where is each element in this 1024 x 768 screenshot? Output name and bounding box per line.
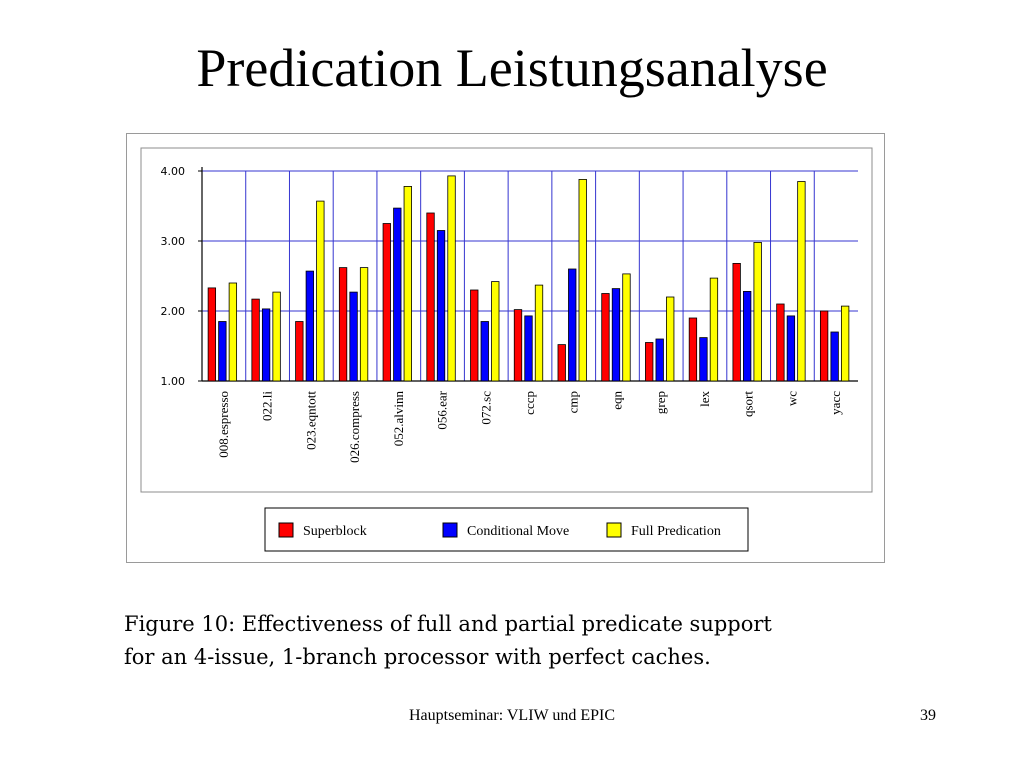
bar-conditional-move: [218, 321, 227, 382]
legend-box: [264, 507, 749, 552]
slide-title: Predication Leistungsanalyse: [196, 38, 828, 98]
figure-frame: 1.00 2.00 3.00 4.00 008.espresso 022.li 023.eq…: [126, 133, 885, 563]
x-tick-label: 052.alvinn: [391, 391, 406, 447]
bar-superblock: [470, 289, 479, 382]
x-tick-label: 008.espresso: [216, 391, 231, 458]
bar-superblock: [207, 287, 217, 382]
bar-superblock: [645, 342, 654, 382]
bar-full-predication: [622, 273, 631, 382]
bar-conditional-move: [830, 331, 839, 382]
bar-full-predication: [403, 186, 412, 382]
legend-label: Superblock: [303, 524, 367, 539]
legend-swatch: [442, 522, 458, 538]
bar-superblock: [557, 344, 566, 382]
y-tick-label: 3.00: [161, 235, 186, 248]
bar-superblock: [338, 267, 348, 382]
x-tick-label: yacc: [828, 391, 843, 415]
bar-full-predication: [666, 296, 675, 382]
x-tick-label: 026.compress: [347, 391, 362, 463]
bar-full-predication: [753, 242, 762, 382]
bar-chart: 1.00 2.00 3.00 4.00 008.espresso 022.li 023.eq…: [140, 147, 873, 552]
bar-conditional-move: [699, 337, 708, 382]
bar-conditional-move: [655, 338, 664, 382]
y-tick-label: 4.00: [161, 165, 186, 178]
y-tick-label: 1.00: [161, 375, 186, 388]
bar-full-predication: [797, 181, 806, 382]
chart-panel: [140, 147, 873, 493]
bar-conditional-move: [349, 291, 358, 382]
x-tick-label: 022.li: [260, 391, 275, 421]
bar-conditional-move: [611, 288, 621, 382]
bar-superblock: [426, 212, 435, 382]
x-tick-label: qsort: [741, 391, 756, 417]
bar-conditional-move: [524, 315, 533, 382]
bar-superblock: [251, 298, 260, 382]
bar-conditional-move: [393, 207, 402, 382]
bar-superblock: [513, 309, 523, 382]
bar-conditional-move: [568, 268, 577, 382]
bar-full-predication: [359, 267, 369, 382]
x-tick-label: lex: [697, 391, 712, 407]
x-tick-label: eqn: [609, 391, 624, 410]
bar-superblock: [732, 262, 741, 382]
page-number: 39: [920, 707, 936, 724]
bar-full-predication: [272, 291, 281, 382]
bar-full-predication: [316, 200, 325, 382]
bar-superblock: [776, 303, 785, 382]
bar-conditional-move: [305, 270, 314, 382]
bar-superblock: [601, 293, 610, 382]
x-tick-label: wc: [784, 391, 799, 406]
bar-full-predication: [578, 179, 587, 382]
y-tick-label: 2.00: [161, 305, 186, 318]
bar-superblock: [295, 321, 304, 382]
x-tick-label: 056.ear: [435, 390, 450, 429]
bar-full-predication: [228, 282, 238, 382]
bar-conditional-move: [480, 321, 489, 382]
legend-swatch: [606, 522, 622, 538]
bar-superblock: [819, 310, 829, 382]
bar-full-predication: [534, 284, 544, 382]
legend-label: Conditional Move: [467, 524, 569, 539]
x-tick-label: 072.sc: [478, 391, 493, 425]
bar-full-predication: [709, 277, 719, 382]
legend-label: Full Predication: [631, 524, 721, 539]
x-tick-label: grep: [653, 391, 668, 414]
x-tick-label: cmp: [566, 391, 581, 413]
x-tick-label: cccp: [522, 391, 537, 415]
bar-superblock: [688, 317, 698, 382]
bar-superblock: [382, 223, 391, 382]
bar-conditional-move: [743, 290, 752, 382]
footer-text: Hauptseminar: VLIW und EPIC: [408, 707, 616, 724]
bar-full-predication: [840, 305, 850, 382]
bar-full-predication: [447, 175, 456, 382]
legend-swatch: [278, 522, 294, 538]
bar-conditional-move: [786, 315, 796, 382]
x-tick-label: 023.eqntott: [303, 391, 318, 450]
bar-conditional-move: [261, 308, 271, 382]
figure-caption: Figure 10: Effectiveness of full and par…: [124, 612, 772, 669]
bar-conditional-move: [436, 230, 446, 382]
bar-full-predication: [491, 281, 500, 382]
